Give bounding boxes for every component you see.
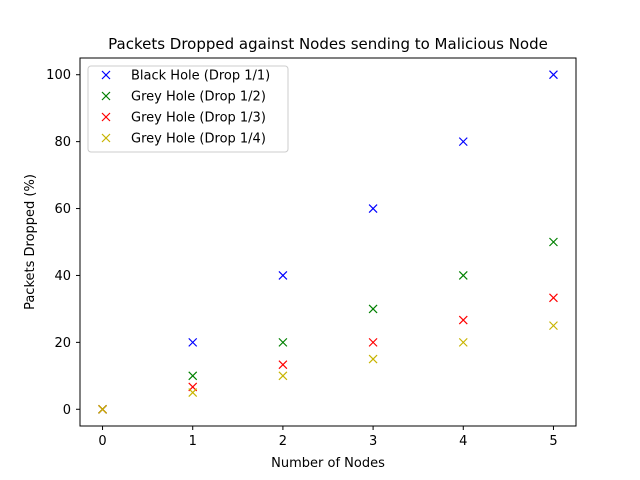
data-point	[458, 337, 468, 347]
data-point	[278, 271, 288, 280]
marker-stroke	[278, 271, 288, 280]
y-tick-label: 100	[46, 68, 71, 83]
marker-stroke	[458, 271, 468, 280]
plot-area-frame	[79, 57, 577, 427]
marker-stroke	[549, 293, 558, 303]
legend-marker	[101, 133, 111, 143]
x-tick-label: 3	[369, 434, 377, 449]
data-point	[549, 237, 558, 247]
marker-stroke	[368, 354, 378, 364]
data-point	[278, 371, 288, 381]
x-axis-label: Number of Nodes	[271, 456, 385, 471]
data-point	[98, 404, 107, 414]
data-point	[368, 337, 378, 347]
x-tick-label: 0	[98, 434, 106, 449]
data-point	[368, 204, 378, 213]
data-point	[368, 304, 378, 314]
marker-stroke	[368, 204, 378, 213]
marker-stroke	[549, 70, 558, 80]
marker-stroke	[278, 360, 288, 370]
y-tick-label: 20	[54, 336, 71, 351]
x-tick-label: 5	[549, 434, 557, 449]
marker-stroke	[549, 321, 558, 331]
marker-stroke	[458, 337, 468, 347]
marker-stroke	[101, 133, 111, 143]
legend-marker	[101, 112, 111, 122]
legend-entry-label: Grey Hole (Drop 1/3)	[131, 111, 266, 126]
marker-stroke	[188, 337, 198, 347]
legend-entry-label: Black Hole (Drop 1/1)	[131, 69, 270, 84]
data-point	[188, 388, 198, 397]
x-tick-label: 4	[459, 434, 467, 449]
y-tick-label: 40	[54, 269, 71, 284]
x-tick-label: 2	[279, 434, 287, 449]
data-point	[549, 321, 558, 331]
data-point	[458, 271, 468, 280]
legend-frame	[87, 65, 289, 153]
legend-marker	[101, 91, 111, 101]
marker-stroke	[98, 404, 107, 414]
marker-stroke	[278, 337, 288, 347]
data-point	[458, 315, 468, 325]
y-tick-label: 60	[54, 202, 71, 217]
marker-stroke	[278, 371, 288, 381]
marker-stroke	[549, 237, 558, 247]
chart-title: Packets Dropped against Nodes sending to…	[108, 35, 548, 53]
marker-stroke	[458, 315, 468, 325]
data-point	[278, 337, 288, 347]
legend-entry-label: Grey Hole (Drop 1/4)	[131, 132, 266, 147]
marker-stroke	[368, 337, 378, 347]
data-point	[458, 137, 468, 147]
marker-stroke	[188, 388, 198, 397]
legend: Black Hole (Drop 1/1) Grey Hole (Drop 1/2…	[87, 65, 289, 153]
data-point	[278, 360, 288, 370]
data-point	[188, 337, 198, 347]
marker-stroke	[188, 371, 198, 381]
x-tick-label: 1	[189, 434, 197, 449]
y-tick-label: 0	[63, 403, 71, 418]
series-4	[98, 321, 558, 414]
data-point	[188, 371, 198, 381]
data-point	[549, 70, 558, 80]
axis-ticks: 0 1 2 3 4 5 0 20 40 60 80 100	[46, 68, 557, 449]
legend-marker	[101, 70, 111, 80]
data-point	[368, 354, 378, 364]
marker-stroke	[101, 91, 111, 101]
data-points	[98, 70, 558, 414]
marker-stroke	[101, 112, 111, 122]
legend-entry-label: Grey Hole (Drop 1/2)	[131, 90, 266, 105]
marker-stroke	[101, 70, 111, 80]
marker-stroke	[458, 137, 468, 147]
y-tick-label: 80	[54, 135, 71, 150]
marker-stroke	[368, 304, 378, 314]
y-axis-label: Packets Dropped (%)	[23, 174, 38, 310]
data-point	[549, 293, 558, 303]
